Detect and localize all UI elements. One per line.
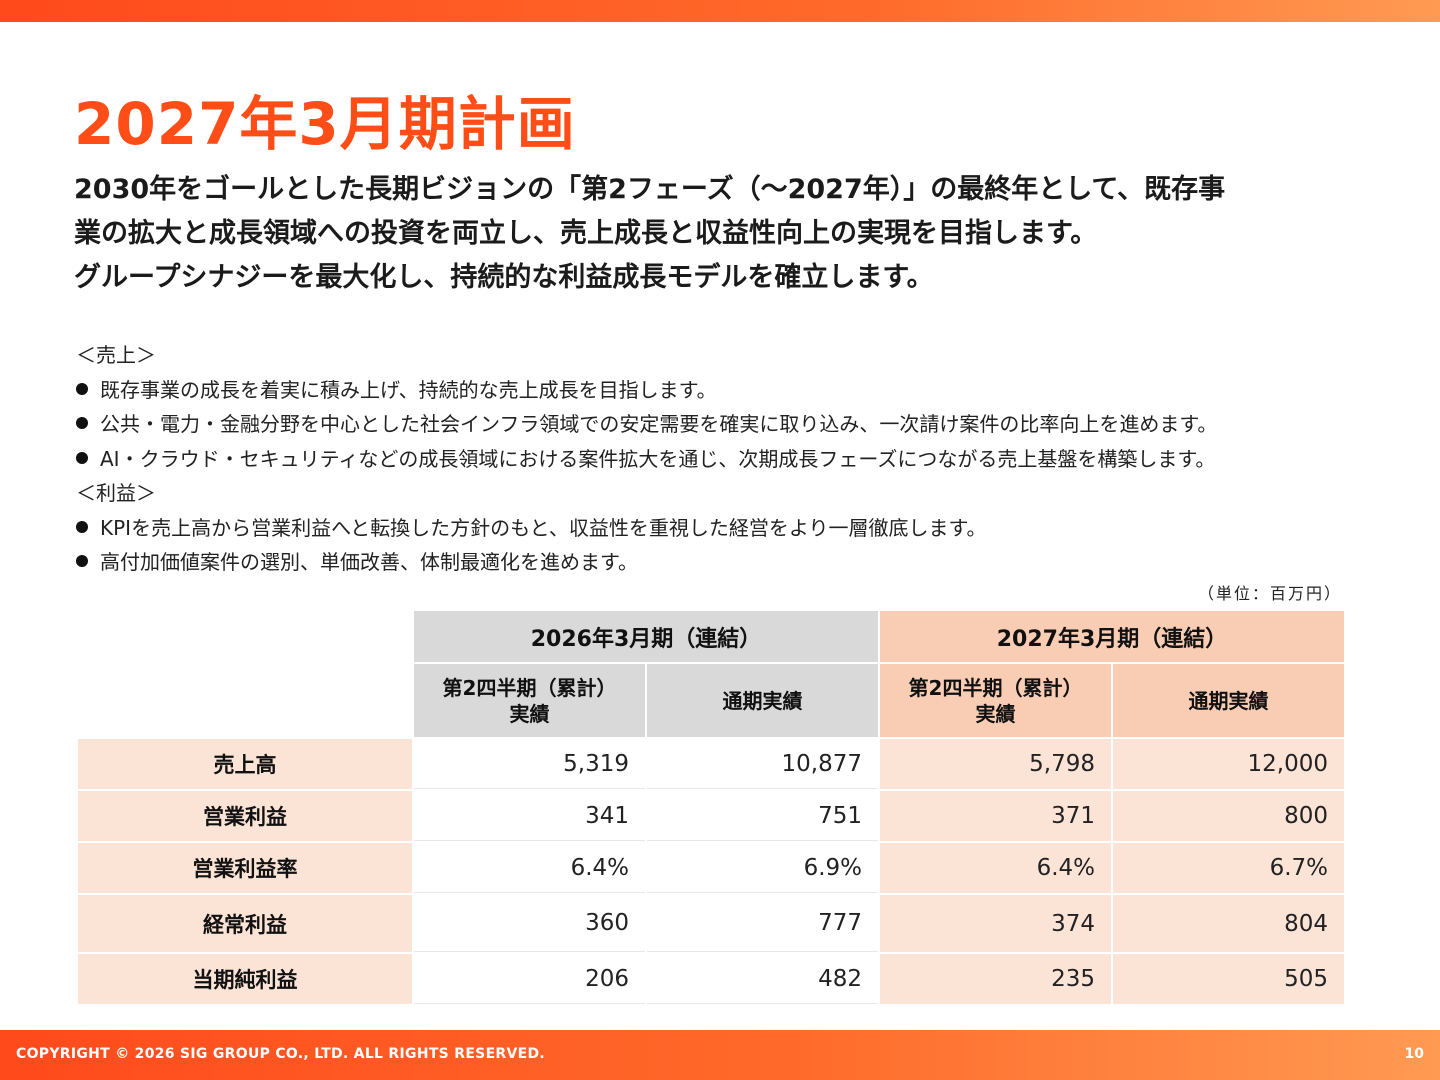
body-text: ＜売上＞ 既存事業の成長を着実に積み上げ、持続的な売上成長を目指します。 公共・… bbox=[76, 338, 1396, 580]
subheader-q2-2026: 第2四半期（累計） 実績 bbox=[414, 664, 645, 737]
table-cell: 505 bbox=[1113, 954, 1344, 1004]
table-corner bbox=[78, 611, 412, 662]
unit-note: （単位：百万円） bbox=[1197, 584, 1342, 603]
table-cell: 341 bbox=[414, 791, 645, 841]
table-cell: 360 bbox=[414, 895, 645, 952]
page-title: 2027年3月期計画 bbox=[74, 90, 576, 158]
table-cell: 371 bbox=[880, 791, 1111, 841]
table-cell: 482 bbox=[647, 954, 878, 1004]
list-item-text: 既存事業の成長を着実に積み上げ、持続的な売上成長を目指します。 bbox=[100, 377, 717, 402]
table-row: 当期純利益 206 482 235 505 bbox=[78, 954, 1344, 1004]
bullet-icon bbox=[76, 451, 88, 464]
subheader-line: 通期実績 bbox=[722, 688, 803, 713]
list-item: AI・クラウド・セキュリティなどの成長領域における案件拡大を通じ、次期成長フェー… bbox=[76, 442, 1396, 477]
bullet-icon bbox=[76, 417, 88, 429]
table-cell: 10,877 bbox=[647, 739, 878, 789]
lead-line: 業の拡大と成長領域への投資を両立し、売上成長と収益性向上の実現を目指します。 bbox=[74, 218, 1098, 249]
table-corner bbox=[78, 664, 412, 737]
subheader-line: 通期実績 bbox=[1188, 688, 1269, 713]
list-item: KPIを売上高から営業利益へと転換した方針のもと、収益性を重視した経営をより一層… bbox=[76, 511, 1396, 546]
table-cell: 12,000 bbox=[1113, 739, 1344, 789]
table-cell: 751 bbox=[647, 791, 878, 841]
bullet-icon bbox=[76, 520, 88, 533]
table-row: 経常利益 360 777 374 804 bbox=[78, 895, 1344, 952]
row-label: 売上高 bbox=[78, 739, 412, 789]
page-number: 10 bbox=[1404, 1046, 1424, 1062]
list-item-text: 公共・電力・金融分野を中心とした社会インフラ領域での安定需要を確実に取り込み、一… bbox=[100, 412, 1218, 436]
subheader-line: 実績 bbox=[975, 701, 1016, 726]
table-subheader-row: 第2四半期（累計） 実績 通期実績 第2四半期（累計） 実績 通期実績 bbox=[78, 664, 1344, 737]
copyright-text: COPYRIGHT © 2026 SIG GROUP CO., LTD. ALL… bbox=[16, 1046, 546, 1062]
bullet-icon bbox=[76, 555, 88, 567]
sales-heading: ＜売上＞ bbox=[76, 343, 156, 367]
footer-bar: COPYRIGHT © 2026 SIG GROUP CO., LTD. ALL… bbox=[0, 1030, 1440, 1080]
row-label: 営業利益率 bbox=[78, 843, 412, 893]
list-item: 高付加価値案件の選別、単価改善、体制最適化を進めます。 bbox=[76, 545, 1396, 580]
row-label: 営業利益 bbox=[78, 791, 412, 841]
table-header-row: 2026年3月期（連結） 2027年3月期（連結） bbox=[78, 611, 1344, 662]
table-row: 売上高 5,319 10,877 5,798 12,000 bbox=[78, 739, 1344, 789]
table-cell: 6.9% bbox=[647, 843, 878, 893]
list-item: 公共・電力・金融分野を中心とした社会インフラ領域での安定需要を確実に取り込み、一… bbox=[76, 407, 1396, 442]
list-item-text: 高付加価値案件の選別、単価改善、体制最適化を進めます。 bbox=[100, 550, 638, 574]
table-cell: 6.7% bbox=[1113, 843, 1344, 893]
top-accent-bar bbox=[0, 0, 1440, 22]
table-cell: 374 bbox=[880, 895, 1111, 952]
subheader-line: 実績 bbox=[509, 701, 550, 726]
table-cell: 5,798 bbox=[880, 739, 1111, 789]
table-row: 営業利益率 6.4% 6.9% 6.4% 6.7% bbox=[78, 843, 1344, 893]
lead-line: 2030年をゴールとした長期ビジョンの「第2フェーズ（～2027年）」の最終年と… bbox=[74, 174, 1226, 205]
row-label: 経常利益 bbox=[78, 895, 412, 952]
lead-text: 2030年をゴールとした長期ビジョンの「第2フェーズ（～2027年）」の最終年と… bbox=[74, 168, 1374, 300]
table-cell: 206 bbox=[414, 954, 645, 1004]
table-cell: 235 bbox=[880, 954, 1111, 1004]
table-cell: 5,319 bbox=[414, 739, 645, 789]
table-cell: 800 bbox=[1113, 791, 1344, 841]
table-row: 営業利益 341 751 371 800 bbox=[78, 791, 1344, 841]
subheader-full-2027: 通期実績 bbox=[1113, 664, 1344, 737]
lead-line: グループシナジーを最大化し、持続的な利益成長モデルを確立します。 bbox=[74, 262, 934, 293]
table-cell: 804 bbox=[1113, 895, 1344, 952]
period-header-2027: 2027年3月期（連結） bbox=[880, 611, 1344, 662]
table-cell: 6.4% bbox=[880, 843, 1111, 893]
table-cell: 6.4% bbox=[414, 843, 645, 893]
row-label: 当期純利益 bbox=[78, 954, 412, 1004]
list-item-text: AI・クラウド・セキュリティなどの成長領域における案件拡大を通じ、次期成長フェー… bbox=[100, 446, 1216, 471]
profit-heading: ＜利益＞ bbox=[76, 481, 156, 505]
list-item: 既存事業の成長を着実に積み上げ、持続的な売上成長を目指します。 bbox=[76, 373, 1396, 408]
subheader-line: 第2四半期（累計） bbox=[442, 675, 617, 700]
subheader-q2-2027: 第2四半期（累計） 実績 bbox=[880, 664, 1111, 737]
financial-table: 2026年3月期（連結） 2027年3月期（連結） 第2四半期（累計） 実績 通期… bbox=[76, 609, 1346, 1006]
period-header-2026: 2026年3月期（連結） bbox=[414, 611, 878, 662]
subheader-full-2026: 通期実績 bbox=[647, 664, 878, 737]
bullet-icon bbox=[76, 382, 88, 395]
list-item-text: KPIを売上高から営業利益へと転換した方針のもと、収益性を重視した経営をより一層… bbox=[100, 515, 987, 540]
subheader-line: 第2四半期（累計） bbox=[908, 675, 1083, 700]
table-cell: 777 bbox=[647, 895, 878, 952]
